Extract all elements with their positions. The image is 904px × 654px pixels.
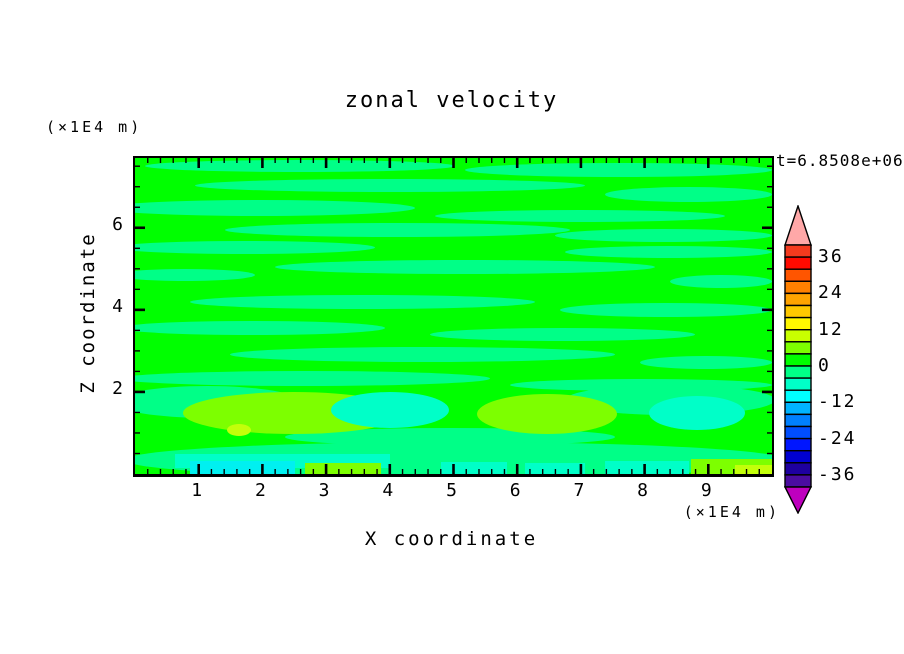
colorbar-label: -12 (818, 391, 857, 413)
contour-region--8to-4 (605, 461, 689, 474)
contour-region--8to-4 (649, 396, 745, 430)
x-tick-label: 6 (509, 480, 521, 501)
z-tick-label: 2 (112, 377, 124, 399)
contour-region-8to12 (735, 465, 772, 474)
contour-region--4to0 (670, 275, 772, 288)
colorbar-segment (784, 449, 812, 464)
contour-region--4to0 (605, 187, 772, 202)
colorbar-label: 36 (818, 246, 844, 268)
x-axis-unit-label: (×1E4 m) (683, 503, 780, 521)
contour-region--4to0 (275, 260, 655, 274)
contour-region--4to0 (135, 371, 490, 386)
time-annotation: t=6.8508e+06 (776, 151, 904, 170)
contour-plot (133, 156, 774, 477)
x-tick-label: 5 (446, 480, 457, 501)
z-tick-label: 6 (112, 213, 124, 235)
contour-region--8to-4 (525, 463, 585, 474)
contour-region--4to0 (565, 246, 772, 258)
colorbar-segment (784, 256, 812, 270)
colorbar-segment (784, 389, 812, 403)
colorbar-label: -24 (818, 427, 857, 449)
chart-title: zonal velocity (344, 88, 559, 113)
contour-region--4to0 (135, 321, 385, 335)
colorbar-label: 12 (818, 318, 844, 340)
contour-region--4to0 (190, 295, 535, 309)
colorbar-segment (784, 341, 812, 355)
colorbar-segment (784, 425, 812, 440)
colorbar-segment (784, 304, 812, 319)
colorbar-segment (784, 413, 812, 428)
x-tick-label: 8 (637, 480, 649, 501)
colorbar-label: -36 (818, 463, 857, 485)
colorbar-segment (784, 377, 812, 391)
x-tick-label: 2 (254, 480, 266, 501)
contour-region--4to0 (135, 200, 415, 216)
colorbar-segment (784, 268, 812, 282)
contour-region--4to0 (135, 241, 375, 254)
contour-region-8to12 (227, 424, 251, 436)
contour-region--4to0 (560, 303, 772, 317)
colorbar-segment (784, 437, 812, 452)
contour-region--4to0 (640, 356, 772, 369)
contour-field (135, 158, 772, 474)
z-axis-title: Z coordinate (77, 232, 99, 394)
colorbar-segment (784, 365, 812, 379)
contour-region--4to0 (135, 269, 255, 281)
colorbar-under-arrow (784, 486, 813, 514)
contour-region-4to8 (305, 463, 381, 474)
contour-region--4to0 (230, 347, 615, 362)
colorbar-segment (784, 280, 812, 295)
colorbar-segment (784, 328, 812, 343)
colorbar (784, 205, 813, 514)
contour-region--4to0 (195, 179, 585, 192)
contour-region--4to0 (465, 163, 772, 177)
colorbar-over-arrow (784, 205, 812, 246)
contour-region--12to-8 (190, 461, 295, 474)
colorbar-segment (784, 353, 812, 367)
colorbar-segment (784, 462, 812, 476)
z-axis-unit-label: (×1E4 m) (46, 118, 143, 136)
contour-region--4to0 (435, 210, 725, 222)
x-axis-title: X coordinate (364, 528, 539, 550)
x-tick-label: 7 (573, 480, 585, 501)
z-tick-label: 4 (112, 295, 124, 317)
contour-region-4to8 (477, 394, 617, 434)
colorbar-label: 0 (818, 355, 831, 376)
x-tick-label: 4 (382, 480, 394, 501)
contour-region--8to-4 (331, 392, 449, 428)
colorbar-label: 24 (818, 282, 844, 304)
colorbar-segment (784, 292, 812, 307)
contour-region--4to0 (555, 229, 772, 242)
colorbar-segment (784, 316, 812, 331)
contour-region--4to0 (430, 328, 695, 341)
x-tick-label: 1 (191, 480, 203, 501)
x-tick-label: 3 (318, 480, 330, 501)
contour-region--8to-4 (441, 462, 507, 474)
contour-region--4to0 (225, 223, 570, 237)
x-tick-label: 9 (700, 480, 712, 501)
colorbar-segment (784, 244, 812, 258)
colorbar-segment (784, 401, 812, 416)
colorbar-segment (784, 474, 812, 488)
